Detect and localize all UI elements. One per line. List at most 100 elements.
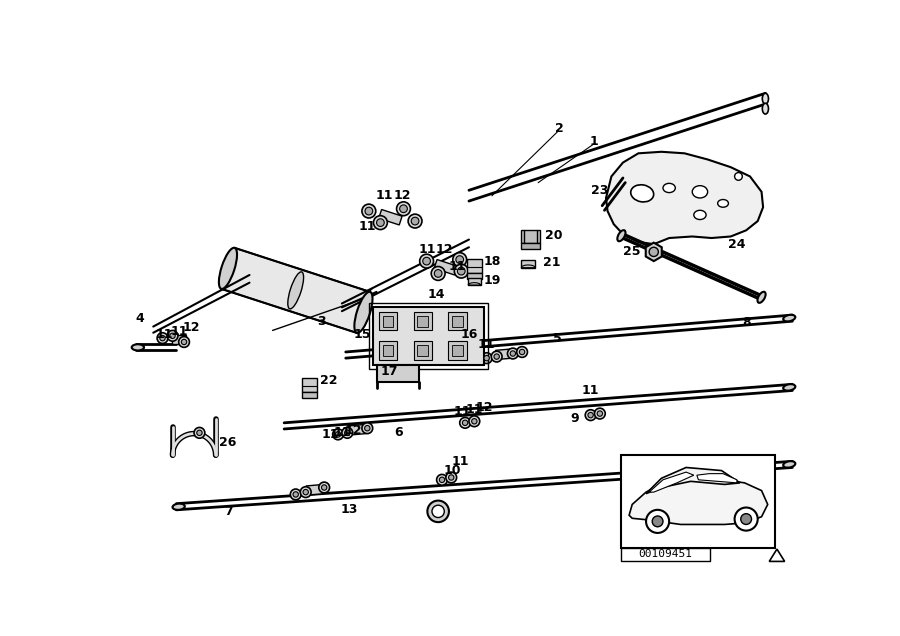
Circle shape <box>646 510 670 533</box>
Circle shape <box>456 256 464 263</box>
Text: 12: 12 <box>183 321 201 334</box>
Circle shape <box>423 258 430 265</box>
Ellipse shape <box>617 230 626 241</box>
Text: 7: 7 <box>224 505 233 518</box>
Ellipse shape <box>173 504 184 510</box>
Circle shape <box>321 485 327 490</box>
Bar <box>373 307 484 365</box>
Text: 3: 3 <box>317 315 326 328</box>
Polygon shape <box>172 335 185 344</box>
Bar <box>382 345 393 356</box>
Ellipse shape <box>717 200 728 207</box>
Circle shape <box>463 420 468 425</box>
Circle shape <box>508 348 518 359</box>
Circle shape <box>167 331 178 341</box>
Text: 11: 11 <box>418 243 436 256</box>
Circle shape <box>484 356 490 361</box>
Polygon shape <box>606 152 763 244</box>
Polygon shape <box>306 485 324 495</box>
Circle shape <box>408 214 422 228</box>
Text: 2: 2 <box>555 122 564 135</box>
Circle shape <box>179 336 189 347</box>
Circle shape <box>419 254 434 268</box>
Text: 11: 11 <box>321 428 339 441</box>
Bar <box>452 316 463 326</box>
Ellipse shape <box>631 185 653 202</box>
Bar <box>452 345 463 356</box>
Ellipse shape <box>131 344 144 350</box>
Bar <box>302 378 318 392</box>
Text: 11: 11 <box>449 260 466 273</box>
Circle shape <box>649 247 659 256</box>
Circle shape <box>197 430 202 436</box>
Ellipse shape <box>663 183 675 193</box>
Text: 6: 6 <box>394 426 402 439</box>
Circle shape <box>345 430 350 436</box>
Circle shape <box>494 354 500 359</box>
Text: 12: 12 <box>345 424 362 437</box>
Text: 15: 15 <box>354 328 372 341</box>
Text: 19: 19 <box>483 274 500 287</box>
Bar <box>379 312 397 331</box>
Text: 14: 14 <box>428 287 446 301</box>
Text: 13: 13 <box>341 502 358 516</box>
Ellipse shape <box>762 103 769 114</box>
Text: 11: 11 <box>375 189 393 202</box>
Bar <box>448 312 466 331</box>
Text: 16: 16 <box>460 328 478 341</box>
Bar <box>466 259 482 273</box>
Ellipse shape <box>694 211 706 219</box>
Ellipse shape <box>288 272 303 309</box>
Ellipse shape <box>783 384 796 391</box>
Text: 23: 23 <box>591 184 608 197</box>
Bar <box>621 455 776 548</box>
Circle shape <box>301 487 311 497</box>
Text: 11: 11 <box>465 403 483 416</box>
Text: 12: 12 <box>393 189 410 202</box>
Circle shape <box>397 202 410 216</box>
Polygon shape <box>646 467 740 494</box>
Text: 5: 5 <box>554 331 562 345</box>
Text: 11: 11 <box>358 220 376 233</box>
Text: 4: 4 <box>136 312 145 326</box>
Circle shape <box>293 492 299 497</box>
Polygon shape <box>521 265 535 268</box>
Polygon shape <box>468 282 481 285</box>
Circle shape <box>374 216 387 230</box>
Text: 11: 11 <box>452 455 469 468</box>
Text: 11: 11 <box>156 328 174 341</box>
Bar <box>466 273 482 279</box>
Circle shape <box>469 416 480 427</box>
Circle shape <box>333 429 344 439</box>
Bar <box>302 392 318 398</box>
Polygon shape <box>649 472 694 492</box>
Text: 11: 11 <box>454 404 472 418</box>
Ellipse shape <box>692 186 707 198</box>
Polygon shape <box>434 259 457 275</box>
Polygon shape <box>379 209 402 225</box>
Text: 12: 12 <box>436 243 453 256</box>
Circle shape <box>741 514 751 525</box>
Bar <box>382 316 393 326</box>
Circle shape <box>472 418 477 424</box>
Circle shape <box>170 333 176 338</box>
Circle shape <box>342 427 353 438</box>
Text: 11: 11 <box>171 326 188 338</box>
Text: 11: 11 <box>478 338 495 351</box>
Ellipse shape <box>355 292 373 333</box>
Ellipse shape <box>758 292 766 303</box>
Polygon shape <box>348 424 366 435</box>
Text: 22: 22 <box>320 374 338 387</box>
Bar <box>413 341 432 360</box>
Circle shape <box>454 264 468 278</box>
Circle shape <box>734 172 742 180</box>
Circle shape <box>158 333 168 343</box>
Bar <box>369 303 488 369</box>
Circle shape <box>362 423 373 434</box>
Text: 12: 12 <box>475 401 493 414</box>
Circle shape <box>376 219 384 226</box>
Circle shape <box>453 252 466 266</box>
Circle shape <box>457 267 465 275</box>
Bar <box>448 341 466 360</box>
Bar <box>376 365 418 382</box>
